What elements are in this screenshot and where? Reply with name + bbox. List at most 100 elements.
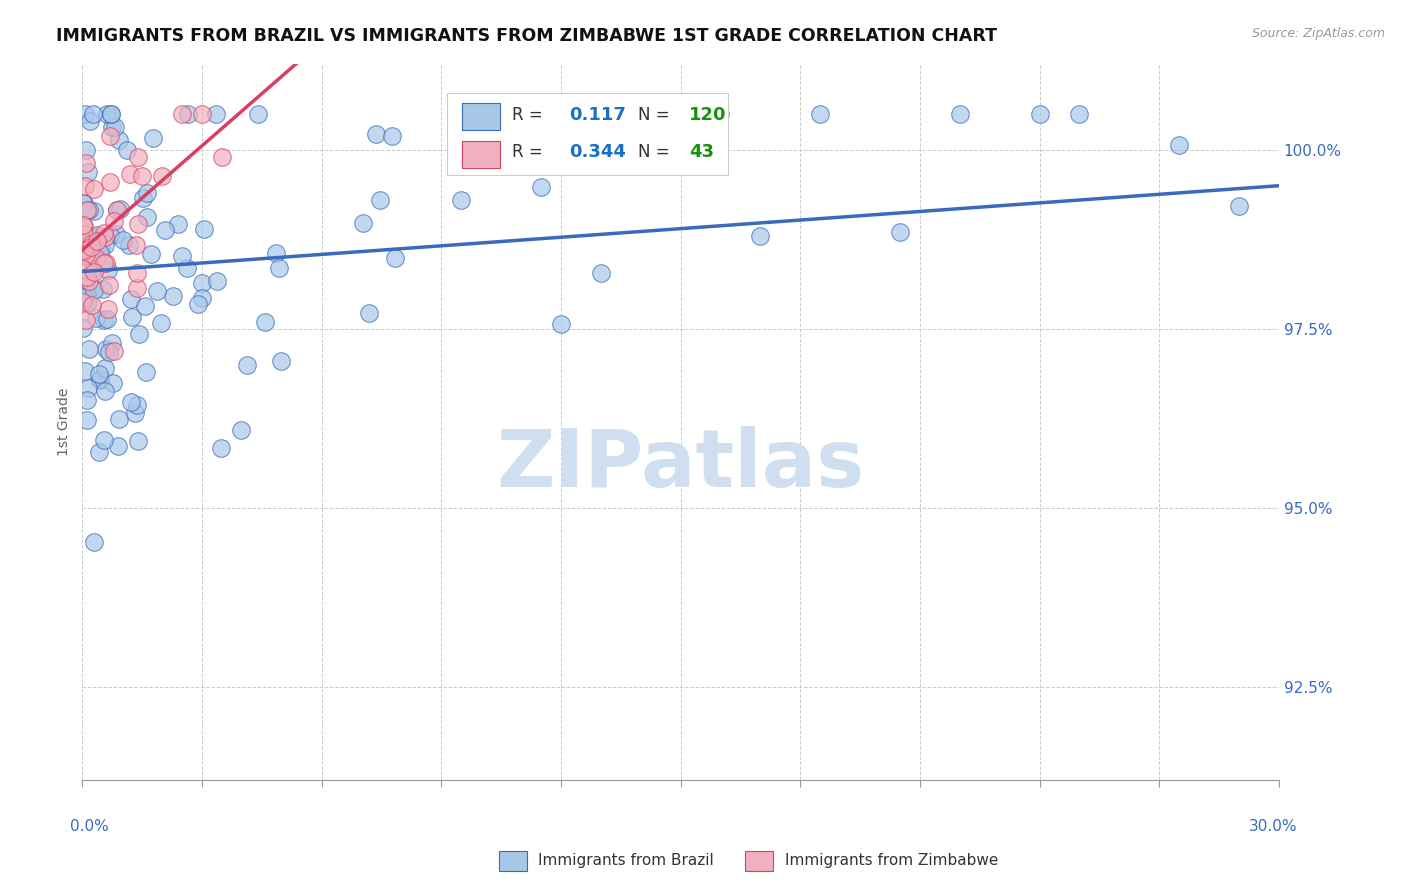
Point [120, 395, 142, 409]
Point [191, 107, 214, 121]
Point [121, 310, 143, 324]
Point [135, 186, 157, 201]
Point [73, 280, 96, 294]
Point [205, 107, 228, 121]
Point [254, 315, 277, 329]
Point [97, 345, 120, 359]
Point [104, 120, 127, 135]
Point [384, 251, 406, 265]
Point [270, 354, 292, 368]
Point [1227, 199, 1250, 213]
Point [100, 107, 122, 121]
Point [949, 107, 972, 121]
Point [550, 317, 572, 331]
Point [96, 107, 118, 121]
Point [84, 311, 107, 326]
Point [359, 305, 381, 319]
Point [135, 365, 157, 379]
Y-axis label: 1st Grade: 1st Grade [58, 388, 72, 456]
Point [80, 298, 103, 312]
Point [82, 107, 104, 121]
Point [98, 128, 121, 143]
Text: 0.344: 0.344 [569, 143, 626, 161]
Point [97, 262, 120, 277]
Point [450, 193, 472, 207]
Point [94, 256, 117, 270]
Point [80, 240, 103, 254]
Point [209, 441, 232, 455]
Point [1069, 107, 1091, 121]
Point [73, 289, 96, 303]
Point [368, 194, 391, 208]
Point [127, 150, 149, 164]
Point [709, 107, 731, 121]
Point [100, 335, 122, 350]
Point [131, 169, 153, 184]
Point [146, 284, 169, 298]
Point [83, 535, 105, 549]
Point [162, 289, 184, 303]
Point [73, 243, 96, 257]
Point [100, 228, 122, 243]
Point [86, 227, 108, 242]
Point [73, 196, 96, 211]
Point [86, 234, 108, 248]
Point [79, 114, 101, 128]
Point [267, 261, 290, 276]
Point [134, 299, 156, 313]
Point [98, 175, 121, 189]
Point [381, 128, 404, 143]
Point [89, 373, 111, 387]
Point [93, 237, 115, 252]
Point [72, 196, 94, 211]
Text: 0.0%: 0.0% [70, 819, 110, 834]
Point [73, 219, 96, 233]
Point [86, 240, 108, 254]
Point [72, 321, 94, 335]
Point [132, 191, 155, 205]
Point [193, 221, 215, 235]
Point [101, 376, 124, 391]
Point [97, 301, 120, 316]
Point [76, 202, 98, 217]
Point [264, 245, 287, 260]
Point [589, 266, 612, 280]
Point [236, 358, 259, 372]
Point [808, 107, 831, 121]
Point [75, 313, 97, 327]
Point [83, 283, 105, 297]
Text: IMMIGRANTS FROM BRAZIL VS IMMIGRANTS FROM ZIMBABWE 1ST GRADE CORRELATION CHART: IMMIGRANTS FROM BRAZIL VS IMMIGRANTS FRO… [56, 27, 997, 45]
Point [364, 127, 387, 141]
Point [127, 281, 149, 295]
Point [93, 433, 115, 447]
Point [191, 276, 214, 290]
Point [89, 246, 111, 260]
Point [115, 143, 138, 157]
Point [93, 361, 115, 376]
Point [125, 237, 148, 252]
Point [72, 262, 94, 277]
Point [100, 107, 122, 121]
Point [1028, 107, 1050, 121]
Point [76, 165, 98, 179]
Point [86, 251, 108, 265]
Point [87, 368, 110, 382]
Point [105, 227, 128, 242]
Point [96, 312, 118, 326]
Point [93, 227, 115, 241]
Point [120, 167, 142, 181]
Point [127, 398, 149, 412]
Text: R =: R = [512, 143, 548, 161]
Point [89, 445, 111, 459]
Point [75, 248, 97, 262]
Point [231, 423, 253, 437]
Point [167, 217, 190, 231]
Bar [447, 93, 728, 175]
Point [72, 218, 94, 232]
Point [128, 327, 150, 342]
Point [89, 372, 111, 386]
Point [107, 439, 129, 453]
Point [103, 214, 125, 228]
Point [77, 294, 100, 309]
Point [108, 133, 131, 147]
